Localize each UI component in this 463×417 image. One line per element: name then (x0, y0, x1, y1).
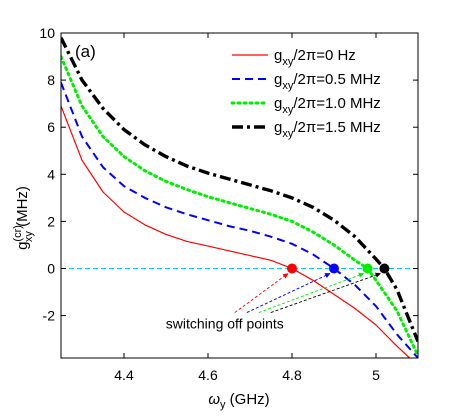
y-axis-label: g(cr)xy (MHz) (12, 186, 35, 250)
plot-background (61, 33, 418, 358)
annotation-arrow-1 (234, 273, 289, 313)
x-tick-label: 4.4 (114, 367, 134, 383)
x-axis-label: ωy (GHz) (208, 391, 269, 411)
arrow-layer (234, 272, 381, 313)
marker-layer (287, 263, 390, 274)
legend-label-1: gxy/2π=0 Hz (274, 47, 356, 68)
panel-label: (a) (75, 42, 96, 61)
y-axis-ticks: -2 0 2 4 6 8 10 (39, 25, 418, 324)
series-line-2 (61, 82, 418, 358)
annotation-arrow-3 (258, 272, 365, 313)
y-tick-label: -2 (43, 308, 56, 324)
switching-off-point-4 (379, 263, 390, 274)
legend: gxy/2π=0 Hz gxy/2π=0.5 MHz gxy/2π=1.0 MHz g… (230, 47, 381, 140)
legend-label-3: gxy/2π=1.0 MHz (274, 95, 381, 116)
x-tick-label: 4.6 (198, 367, 218, 383)
series-line-1 (61, 105, 411, 358)
switching-off-point-2 (329, 263, 339, 274)
switching-off-point-1 (287, 263, 297, 274)
y-tick-label: 2 (47, 213, 55, 229)
x-tick-label: 4.8 (282, 367, 302, 383)
legend-label-4: gxy/2π=1.5 MHz (274, 119, 381, 140)
x-axis-ticks: 4.4 4.6 4.8 5 (114, 33, 380, 383)
annotation-arrow-2 (246, 273, 331, 313)
switching-off-point-3 (362, 263, 373, 274)
series-line-4 (61, 36, 418, 343)
x-tick-label: 5 (372, 367, 380, 383)
plot-frame (60, 32, 419, 359)
legend-label-2: gxy/2π=0.5 MHz (274, 71, 381, 92)
y-tick-label: 0 (47, 261, 55, 277)
y-tick-label: 6 (47, 119, 55, 135)
y-tick-label: 8 (47, 72, 55, 88)
annotation-arrow-4 (270, 272, 381, 313)
y-tick-label: 4 (47, 166, 55, 182)
annotation-text: switching off points (166, 316, 284, 332)
y-tick-label: 10 (39, 25, 55, 41)
